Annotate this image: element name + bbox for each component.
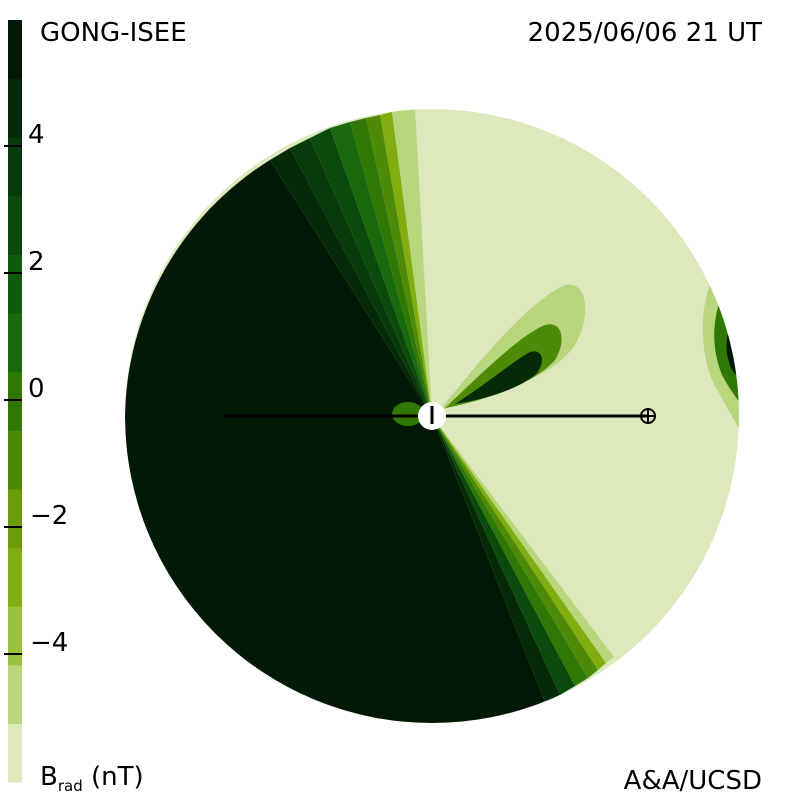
upper-sheet-band-8 <box>392 109 432 416</box>
colorbar-segment <box>8 430 22 490</box>
colorbar-segment <box>8 254 22 314</box>
source-label: GONG-ISEE <box>40 18 187 48</box>
colorbar-segment <box>8 723 22 783</box>
center-blob <box>392 402 424 426</box>
field-disk <box>125 109 739 723</box>
colorbar-segment <box>8 371 22 431</box>
colorbar-segment <box>8 78 22 138</box>
colorbar-title: Brad (nT) <box>40 762 144 794</box>
colorbar-tick-label: 2 <box>28 247 45 277</box>
colorbar-segment <box>8 547 22 607</box>
upper-sheet-band-3 <box>310 128 432 416</box>
colorbar-segment <box>8 664 22 724</box>
upper-sheet-band-2 <box>290 138 432 416</box>
colorbar-segment <box>8 488 22 549</box>
lower-sheet-band-4 <box>432 416 598 678</box>
colorbar-tick-label: −4 <box>30 628 69 658</box>
colorbar-title-main: B <box>40 762 58 792</box>
colorbar-title-sub: rad <box>57 777 83 795</box>
upper-sheet-band-4 <box>330 122 432 416</box>
earth-marker-icon <box>640 408 656 424</box>
colorbar-segment <box>8 313 22 373</box>
upper-sheet-band-7 <box>380 112 432 416</box>
colorbar-tick-label: −2 <box>30 501 69 531</box>
colorbar-segment <box>8 137 22 197</box>
colorbar-segment <box>8 20 22 80</box>
lower-sheet-band-6 <box>432 416 614 663</box>
colorbar-title-unit: (nT) <box>91 762 144 792</box>
lower-sheet-band-5 <box>432 416 606 670</box>
lower-sheet-band-2 <box>432 416 575 695</box>
upper-sheet-band-1 <box>270 148 432 416</box>
inner-arm-core <box>455 351 542 404</box>
inner-arm-mid <box>445 324 562 408</box>
positive-region <box>125 160 545 723</box>
colorbar-segment <box>8 606 22 666</box>
colorbar-tick-label: 4 <box>28 120 45 150</box>
colorbar <box>8 20 22 783</box>
colorbar-segment <box>8 195 22 255</box>
upper-sheet-band-6 <box>366 115 432 416</box>
lower-sheet-band-1 <box>432 416 560 702</box>
credit-label: A&A/UCSD <box>623 766 762 796</box>
timestamp-label: 2025/06/06 21 UT <box>527 18 762 48</box>
upper-sheet-band-5 <box>350 118 432 416</box>
colorbar-ticks <box>4 145 22 655</box>
lower-sheet-band-3 <box>432 416 588 686</box>
colorbar-tick-label: 0 <box>28 374 45 404</box>
